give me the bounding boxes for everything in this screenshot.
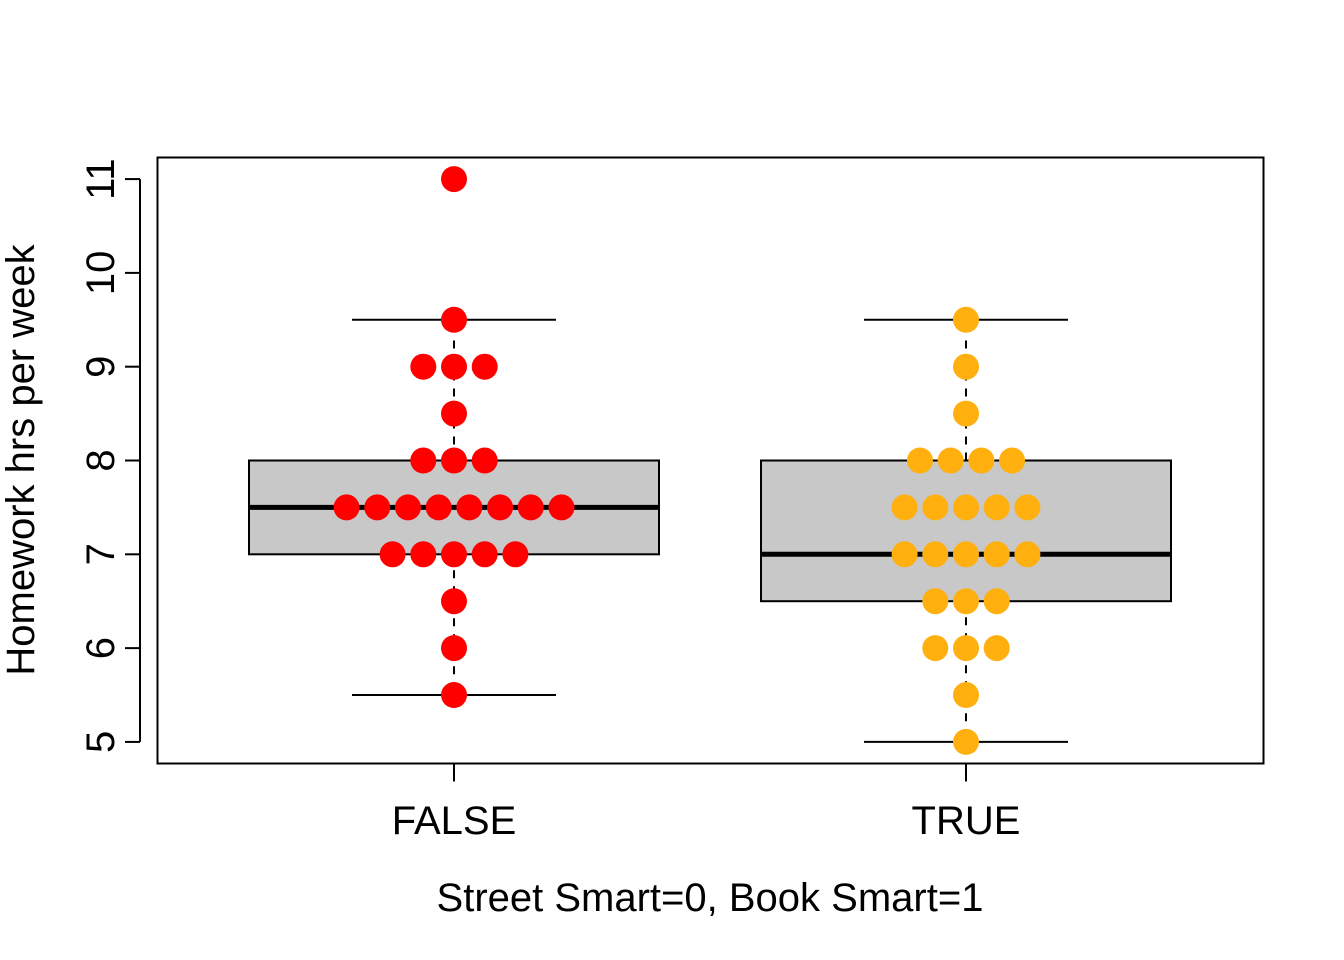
data-point — [471, 541, 498, 568]
data-point — [425, 494, 452, 521]
data-point — [891, 494, 918, 521]
data-point — [487, 494, 514, 521]
plot-frame — [156, 156, 1265, 765]
data-point — [379, 541, 406, 568]
data-point — [441, 353, 467, 380]
y-axis-title: Homework hrs per week — [0, 243, 43, 675]
data-point — [1014, 541, 1041, 568]
data-point — [968, 447, 995, 474]
y-tick-label: 11 — [79, 158, 123, 200]
data-point — [471, 447, 498, 474]
data-point — [410, 447, 437, 474]
data-point — [394, 494, 421, 521]
data-point — [983, 494, 1010, 521]
data-point — [441, 588, 467, 615]
data-point — [922, 635, 949, 662]
data-point — [937, 447, 964, 474]
boxes-layer — [248, 318, 1172, 743]
data-point — [953, 682, 979, 709]
data-point — [999, 447, 1026, 474]
y-tick-label: 9 — [79, 356, 123, 378]
data-point — [333, 494, 360, 521]
data-point — [953, 588, 979, 615]
data-point — [441, 635, 467, 662]
data-point — [441, 682, 467, 709]
box-true — [760, 318, 1172, 743]
data-point — [953, 728, 979, 755]
data-point — [953, 306, 979, 333]
data-point — [953, 494, 979, 521]
data-point — [953, 353, 979, 380]
data-point — [441, 166, 467, 193]
data-point — [983, 541, 1010, 568]
data-point — [364, 494, 391, 521]
data-point — [548, 494, 575, 521]
data-point — [953, 541, 979, 568]
data-point — [441, 541, 467, 568]
data-point — [441, 400, 467, 427]
x-tick-label: TRUE — [912, 799, 1021, 843]
data-point — [410, 353, 437, 380]
axes-layer: 5 6 7 8 9 10 11 FALSE TRUE — [79, 158, 1020, 843]
x-axis-title: Street Smart=0, Book Smart=1 — [437, 876, 984, 920]
y-tick-label: 7 — [79, 543, 123, 565]
data-point — [441, 306, 467, 333]
y-tick-label: 5 — [79, 731, 123, 753]
y-tick-label: 10 — [79, 251, 123, 296]
data-point — [502, 541, 529, 568]
data-point — [471, 353, 498, 380]
points-layer — [333, 166, 1041, 755]
data-point — [983, 635, 1010, 662]
points-false — [333, 166, 575, 709]
points-true — [891, 306, 1041, 755]
data-point — [456, 494, 483, 521]
data-point — [922, 588, 949, 615]
data-point — [410, 541, 437, 568]
data-point — [922, 541, 949, 568]
data-point — [953, 635, 979, 662]
data-point — [953, 400, 979, 427]
data-point — [983, 588, 1010, 615]
data-point — [922, 494, 949, 521]
data-point — [441, 447, 467, 474]
x-tick-label: FALSE — [392, 799, 517, 843]
data-point — [517, 494, 544, 521]
data-point — [1014, 494, 1041, 521]
data-point — [891, 541, 918, 568]
y-tick-label: 6 — [79, 637, 123, 659]
data-point — [906, 447, 933, 474]
iqr-box — [760, 459, 1172, 603]
y-tick-label: 8 — [79, 449, 123, 471]
box-false — [248, 318, 660, 697]
